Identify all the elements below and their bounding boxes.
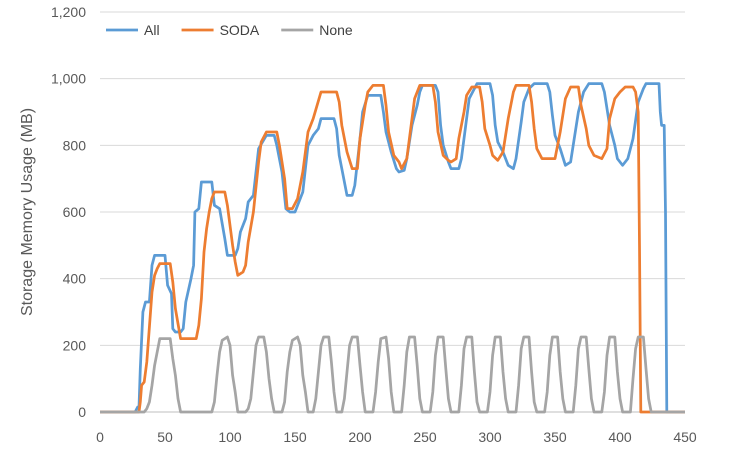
y-tick-label: 1,200 xyxy=(51,4,86,20)
y-tick-label: 800 xyxy=(63,137,87,153)
y-tick-label: 200 xyxy=(63,337,87,353)
y-tick-label: 400 xyxy=(63,271,87,287)
x-tick-label: 150 xyxy=(283,429,307,445)
legend-label: SODA xyxy=(220,22,260,38)
series-layer xyxy=(100,82,685,414)
y-tick-label: 1,000 xyxy=(51,71,86,87)
series-line-soda xyxy=(100,83,685,414)
y-tick-label: 0 xyxy=(78,404,86,420)
x-tick-label: 350 xyxy=(543,429,567,445)
legend: All SODA None xyxy=(106,22,353,38)
legend-label: All xyxy=(144,22,160,38)
x-tick-label: 200 xyxy=(348,429,372,445)
x-tick-label: 0 xyxy=(96,429,104,445)
y-axis-title: Storage Memory Usage (MB) xyxy=(19,108,36,316)
series-line-all xyxy=(100,82,685,414)
legend-label: None xyxy=(319,22,353,38)
x-tick-label: 400 xyxy=(608,429,632,445)
x-tick-label: 250 xyxy=(413,429,437,445)
series-line-none xyxy=(100,335,685,414)
axis-layer: 0 200 400 600 800 1,000 1,200 0 50 100 150 200 250 30… xyxy=(51,4,697,445)
x-tick-label: 100 xyxy=(218,429,242,445)
x-tick-label: 50 xyxy=(157,429,173,445)
x-tick-label: 450 xyxy=(673,429,697,445)
y-tick-label: 600 xyxy=(63,204,87,220)
x-tick-label: 300 xyxy=(478,429,502,445)
